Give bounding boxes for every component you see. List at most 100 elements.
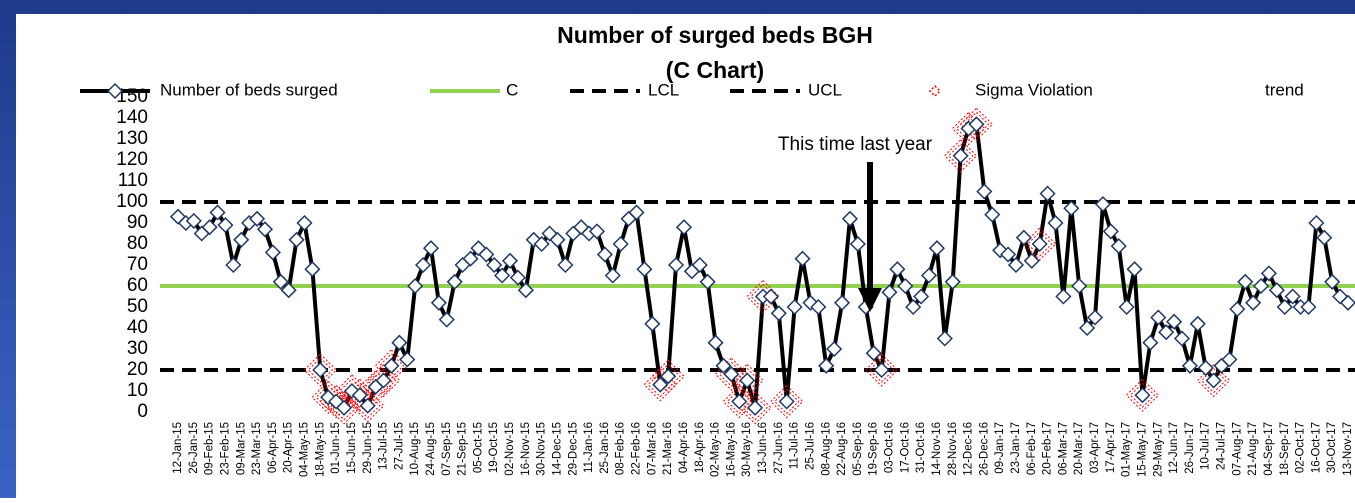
x-tick-label: 17-Apr-17 (1105, 422, 1117, 473)
data-point (778, 393, 795, 410)
x-tick-label: 11-Jan-16 (583, 422, 595, 473)
data-point (873, 361, 890, 379)
data-point (280, 282, 297, 299)
x-tick-label: 06-Feb-17 (1026, 422, 1038, 475)
data-point (1308, 214, 1325, 232)
data-point (1300, 298, 1317, 316)
data-point (296, 214, 313, 232)
y-tick-label: 90 (127, 212, 148, 233)
data-point (636, 261, 653, 278)
data-point (549, 231, 566, 248)
x-tick-label: 08-Aug-16 (820, 422, 832, 476)
data-point (715, 357, 732, 374)
data-point (501, 252, 519, 269)
data-point (1229, 301, 1246, 318)
data-point (810, 298, 827, 316)
x-tick-label: 14-Nov-16 (931, 422, 943, 476)
legend-label: UCL (808, 80, 842, 99)
data-point (691, 256, 708, 274)
x-tick-label: 25-Jan-16 (599, 422, 611, 474)
x-tick-label: 12-Jan-15 (172, 422, 184, 474)
data-point (984, 206, 1001, 223)
sigma-violation-marker (734, 367, 760, 394)
x-tick-label: 18-Apr-16 (694, 422, 706, 473)
legend-marker (106, 82, 124, 100)
data-point (841, 210, 859, 227)
x-tick-label: 27-Jul-15 (393, 422, 405, 470)
x-tick-label: 03-Oct-16 (884, 422, 896, 473)
data-point (612, 235, 629, 253)
data-point (573, 219, 590, 236)
y-tick-label: 120 (116, 149, 148, 170)
x-tick-label: 06-Apr-15 (267, 422, 279, 473)
data-point (707, 334, 724, 351)
y-tick-label: 60 (127, 275, 148, 296)
sigma-violation-marker (750, 283, 776, 310)
data-point (478, 246, 495, 263)
data-point (833, 294, 851, 311)
data-point (264, 244, 281, 261)
x-tick-label: 26-Dec-16 (978, 422, 990, 476)
data-point (1079, 319, 1096, 337)
sigma-violation-marker (351, 388, 385, 423)
data-point (1094, 196, 1111, 213)
data-point (826, 340, 843, 358)
sigma-violation-marker (366, 363, 401, 398)
data-point (762, 288, 779, 305)
x-tick-label: 23-Jan-17 (1010, 422, 1022, 474)
data-point (1181, 357, 1198, 374)
legend-label: Number of beds surged (160, 80, 338, 99)
data-point (1245, 294, 1262, 311)
data-point (1284, 288, 1301, 305)
data-point (1000, 246, 1017, 263)
data-point (786, 298, 803, 316)
x-tick-label: 16-Nov-15 (520, 422, 532, 476)
data-point (1221, 351, 1238, 368)
data-point (1007, 256, 1025, 274)
data-point (185, 212, 202, 229)
x-tick-label: 06-Mar-17 (1057, 422, 1069, 475)
data-point (288, 231, 305, 248)
data-point (1166, 313, 1183, 330)
sigma-violation-marker (726, 388, 752, 415)
data-point (335, 399, 353, 416)
x-tick-label: 29-Jun-15 (362, 422, 374, 474)
x-tick-label: 18-Sep-17 (1279, 422, 1291, 476)
x-tick-label: 24-Aug-15 (425, 422, 437, 476)
data-point (747, 399, 764, 416)
data-point (209, 204, 226, 221)
x-tick-label: 27-Jun-16 (773, 422, 785, 474)
data-point (976, 183, 993, 200)
data-point (604, 267, 621, 284)
data-point (494, 267, 511, 284)
x-tick-label: 07-Sep-15 (441, 422, 453, 476)
data-point (889, 261, 906, 278)
data-point (952, 147, 969, 164)
sigma-violation-marker (358, 370, 393, 404)
legend-label: LCL (648, 80, 679, 99)
x-tick-label: 23-Mar-15 (251, 422, 263, 475)
x-tick-label: 09-Feb-15 (204, 422, 216, 475)
data-point (1260, 265, 1278, 282)
x-tick-label: 18-May-15 (314, 422, 326, 477)
data-point (1023, 252, 1040, 269)
x-tick-label: 20-Feb-17 (1042, 422, 1054, 475)
data-point (1158, 324, 1175, 341)
sigma-violation-marker (722, 384, 756, 419)
x-tick-label: 19-Oct-15 (488, 422, 500, 473)
x-tick-label: 04-Sep-17 (1263, 422, 1275, 476)
data-point (1205, 372, 1222, 389)
x-tick-label: 24-Jul-17 (1216, 422, 1228, 470)
sigma-violation-marker (868, 357, 895, 383)
data-point (1252, 277, 1270, 295)
data-point (533, 235, 550, 253)
data-point (1339, 294, 1355, 311)
y-tick-label: 100 (116, 191, 148, 212)
sigma-violation-marker (959, 107, 994, 142)
legend-label: trend (1265, 80, 1304, 99)
sigma-violation-marker (303, 353, 338, 387)
sigma-violation-marker (742, 395, 768, 421)
data-point (1071, 277, 1088, 295)
x-tick-label: 12-Dec-16 (963, 422, 975, 476)
